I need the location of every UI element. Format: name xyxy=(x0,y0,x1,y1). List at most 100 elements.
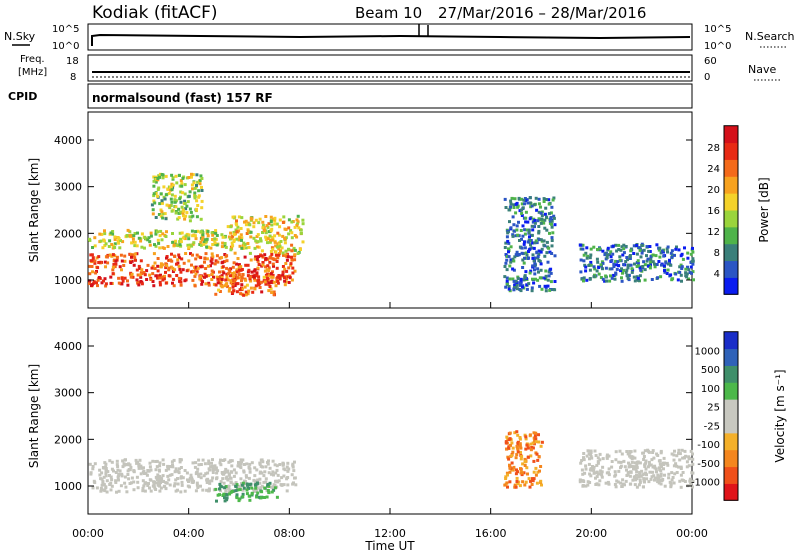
scatter-cell xyxy=(664,261,668,265)
scatter-cell xyxy=(289,263,293,267)
scatter-cell xyxy=(617,248,621,251)
scatter-cell xyxy=(625,450,629,453)
scatter-cell xyxy=(281,270,285,274)
scatter-cell xyxy=(190,476,194,480)
scatter-cell xyxy=(99,486,103,490)
scatter-cell xyxy=(520,454,524,458)
scatter-cell xyxy=(225,266,229,270)
scatter-cell xyxy=(221,265,225,269)
scatter-cell xyxy=(528,271,532,275)
scatter-cell xyxy=(195,253,199,257)
colorbar-tick-label: 1000 xyxy=(695,346,720,357)
scatter-cell xyxy=(582,253,586,257)
scatter-cell xyxy=(115,490,118,494)
scatter-cell xyxy=(266,264,270,268)
scatter-cell xyxy=(666,463,670,467)
scatter-cell xyxy=(670,249,674,253)
scatter-cell xyxy=(584,464,588,468)
ytick-label: 2000 xyxy=(54,227,82,240)
scatter-cell xyxy=(653,476,657,480)
scatter-cell xyxy=(178,197,182,201)
scatter-cell xyxy=(168,483,172,487)
scatter-cell xyxy=(604,481,608,485)
scatter-cell xyxy=(620,267,623,271)
scatter-cell xyxy=(637,483,641,487)
scatter-cell xyxy=(287,232,291,236)
scatter-cell xyxy=(91,256,95,260)
scatter-cell xyxy=(161,474,165,478)
scatter-cell xyxy=(242,293,246,297)
scatter-cell xyxy=(280,476,284,480)
colorbar-segment xyxy=(724,210,738,228)
scatter-cell xyxy=(601,249,605,253)
scatter-cell xyxy=(104,242,108,246)
scatter-cell xyxy=(529,454,533,458)
scatter-cell xyxy=(204,282,208,286)
scatter-cell xyxy=(195,215,199,219)
scatter-cell xyxy=(534,196,538,200)
scatter-cell xyxy=(223,235,227,239)
scatter-cell xyxy=(131,275,135,279)
scatter-cell xyxy=(589,455,593,458)
scatter-cell xyxy=(243,220,246,224)
scatter-cell xyxy=(263,470,267,474)
scatter-cell xyxy=(206,229,210,233)
scatter-cell xyxy=(170,200,174,204)
scatter-cell xyxy=(290,278,294,282)
scatter-cell xyxy=(519,279,523,283)
scatter-cell xyxy=(530,483,534,486)
scatter-cell xyxy=(139,464,143,468)
velocity-scatter-layer xyxy=(88,430,695,503)
scatter-cell xyxy=(687,277,690,281)
scatter-cell xyxy=(660,263,663,267)
scatter-cell xyxy=(229,274,232,278)
scatter-cell xyxy=(229,225,233,229)
scatter-cell xyxy=(253,287,257,291)
scatter-cell xyxy=(92,479,96,483)
scatter-cell xyxy=(533,434,537,438)
scatter-cell xyxy=(215,275,219,279)
scatter-cell xyxy=(259,237,262,241)
scatter-cell xyxy=(637,475,641,479)
scatter-cell xyxy=(218,489,222,493)
scatter-cell xyxy=(548,288,552,292)
scatter-cell xyxy=(89,253,93,257)
scatter-cell xyxy=(179,490,183,494)
scatter-cell xyxy=(508,480,512,484)
scatter-cell xyxy=(622,251,626,255)
scatter-cell xyxy=(158,475,162,478)
scatter-cell xyxy=(608,267,612,271)
scatter-cell xyxy=(132,480,136,484)
scatter-cell xyxy=(179,466,183,469)
scatter-cell xyxy=(657,466,661,470)
scatter-cell xyxy=(232,233,236,237)
scatter-cell xyxy=(533,264,537,268)
xtick-label: 12:00 xyxy=(374,527,406,540)
scatter-cell xyxy=(283,283,287,287)
scatter-cell xyxy=(88,238,92,242)
scatter-cell xyxy=(533,262,537,266)
ytick-label: 1000 xyxy=(54,274,82,287)
scatter-cell xyxy=(692,278,695,282)
scatter-cell xyxy=(523,246,527,250)
scatter-cell xyxy=(183,489,187,493)
scatter-cell xyxy=(641,265,645,268)
scatter-cell xyxy=(257,245,261,249)
scatter-cell xyxy=(107,245,111,248)
scatter-cell xyxy=(270,252,274,256)
scatter-cell xyxy=(243,285,247,289)
scatter-cell xyxy=(269,220,273,223)
scatter-cell xyxy=(188,219,192,223)
scatter-cell xyxy=(229,248,233,252)
scatter-cell xyxy=(154,177,158,181)
scatter-cell xyxy=(523,202,526,206)
scatter-cell xyxy=(235,270,239,274)
scatter-cell xyxy=(214,467,218,471)
scatter-cell xyxy=(513,197,517,201)
scatter-cell xyxy=(175,243,179,247)
scatter-cell xyxy=(681,257,685,261)
scatter-cell xyxy=(160,238,164,242)
scatter-cell xyxy=(223,496,226,500)
scatter-cell xyxy=(245,492,249,496)
